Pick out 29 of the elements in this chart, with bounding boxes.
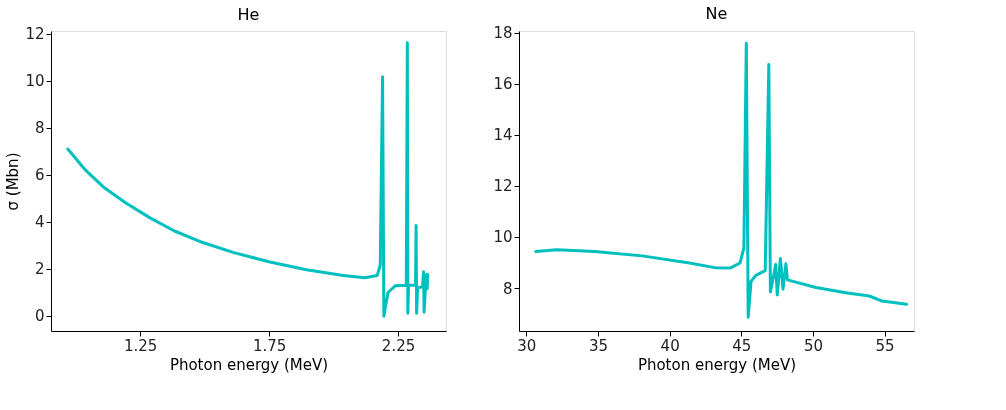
- y-tick-label: 8: [34, 119, 45, 138]
- y-axis-title: σ (Mbn): [4, 152, 23, 211]
- y-tick-label: 12: [493, 177, 513, 196]
- chart-title: Ne: [705, 3, 728, 23]
- y-tick-label: 0: [34, 307, 45, 326]
- x-tick-label: 1.75: [252, 336, 287, 355]
- x-tick-label: 30: [517, 336, 537, 355]
- y-tick-label: 8: [502, 279, 513, 298]
- y-tick-label: 16: [493, 75, 513, 94]
- line-series: [534, 41, 909, 319]
- x-axis-title: Photon energy (MeV): [169, 355, 329, 374]
- y-tick-label: 18: [493, 24, 513, 43]
- x-tick-label: 45: [732, 336, 752, 355]
- x-tick-label: 1.25: [124, 336, 158, 355]
- x-tick-label: 2.25: [381, 336, 416, 355]
- y-tick-label: 12: [25, 25, 45, 44]
- x-tick-label: 55: [875, 336, 895, 355]
- x-tick-label: 35: [588, 336, 609, 355]
- x-tick-label: 40: [660, 336, 680, 355]
- y-tick-label: 2: [34, 260, 45, 279]
- x-axis-title: Photon energy (MeV): [637, 355, 797, 374]
- line-series: [66, 41, 430, 318]
- y-tick-label: 10: [493, 228, 513, 247]
- y-tick-label: 6: [34, 166, 45, 185]
- y-tick-label: 10: [25, 72, 45, 91]
- y-tick-label: 14: [493, 126, 513, 145]
- chart-title: He: [237, 4, 260, 24]
- y-tick-label: 4: [34, 213, 45, 232]
- x-tick-label: 50: [803, 336, 823, 355]
